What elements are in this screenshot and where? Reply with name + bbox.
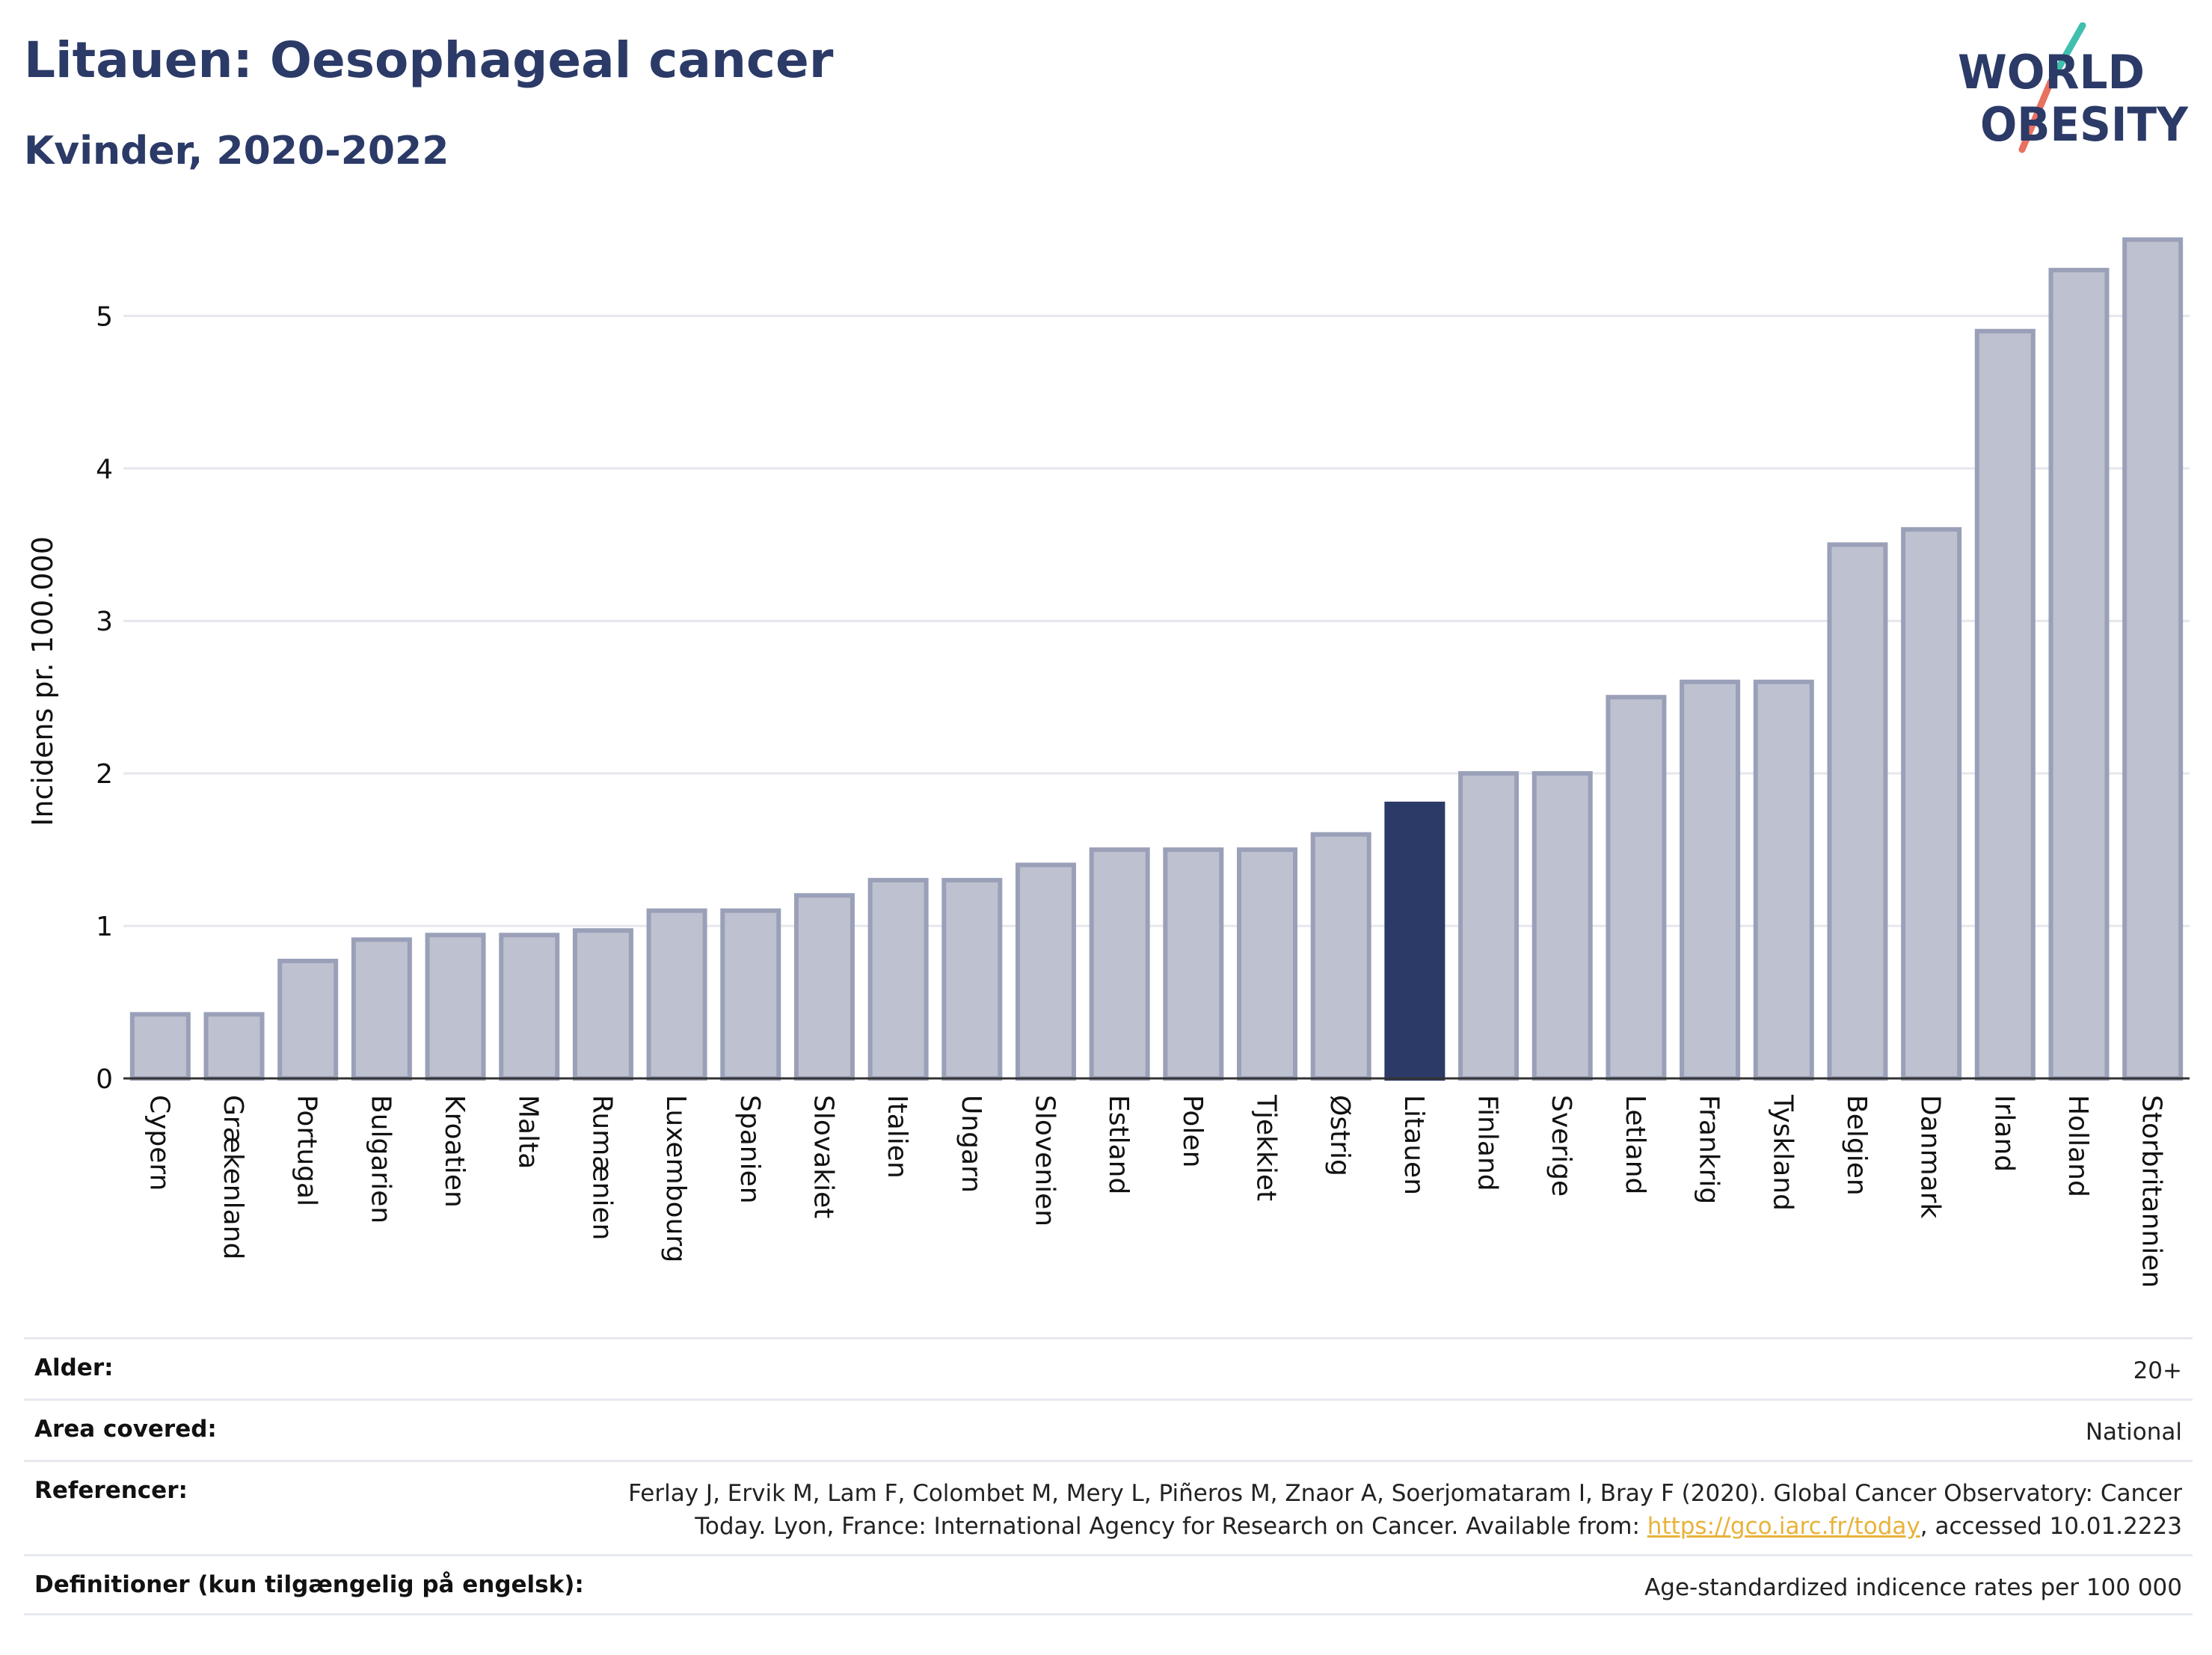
info-value-age: 20+ — [2133, 1357, 2182, 1384]
x-tick-label: Storbritannien — [2136, 1095, 2167, 1288]
x-tick-label: Grækenland — [218, 1095, 248, 1259]
bar-belgien — [1827, 542, 1888, 1081]
bar-tyskland — [1753, 679, 1814, 1081]
bar-spanien — [720, 908, 781, 1081]
bar-ungarn — [941, 877, 1003, 1081]
world-obesity-logo: WORLD OBESITY — [1958, 22, 2189, 153]
bar-slovenien — [1015, 862, 1076, 1081]
info-label-references: Referencer: — [34, 1477, 188, 1504]
x-tick-label: Irland — [1988, 1095, 2019, 1172]
info-label-area: Area covered: — [34, 1416, 217, 1443]
x-tick-label: Frankrig — [1694, 1095, 1724, 1204]
x-tick-label: Italien — [882, 1095, 912, 1179]
info-label-age: Alder: — [34, 1354, 114, 1381]
bar-kroatien — [425, 933, 486, 1081]
x-tick-label: Litauen — [1398, 1095, 1429, 1195]
reference-line2-pre: Today. Lyon, France: International Agenc… — [695, 1513, 1647, 1540]
x-tick-label: Danmark — [1915, 1095, 1946, 1219]
info-label-definitions: Definitioner (kun tilgængelig på engelsk… — [34, 1571, 584, 1598]
info-row-references: Referencer: Ferlay J, Ervik M, Lam F, Co… — [24, 1460, 2193, 1554]
x-tick-label: Polen — [1177, 1095, 1208, 1167]
y-tick-label: 1 — [96, 912, 113, 942]
reference-link[interactable]: https://gco.iarc.fr/today — [1647, 1513, 1920, 1540]
bar-cypern — [129, 1012, 191, 1081]
x-tick-label: Kroatien — [439, 1095, 470, 1208]
y-tick-labels: 0 1 2 3 4 5 — [96, 301, 113, 1095]
info-row-age: Alder: 20+ — [24, 1337, 2193, 1398]
x-tick-label: Bulgarien — [365, 1095, 396, 1223]
x-tick-label: Finland — [1472, 1095, 1503, 1191]
x-tick-label: Luxembourg — [660, 1095, 691, 1262]
y-tick-label: 5 — [96, 301, 113, 332]
info-row-definitions: Definitioner (kun tilgængelig på engelsk… — [24, 1554, 2193, 1615]
info-value-references: Ferlay J, Ervik M, Lam F, Colombet M, Me… — [628, 1477, 2182, 1543]
bar-slovakiet — [793, 893, 855, 1081]
x-tick-labels: Cypern Grækenland Portugal Bulgarien Kroatie… — [144, 1094, 2166, 1288]
bar-chart: 0 1 2 3 4 5 Cypern Grækenland Portugal Bulgarien… — [26, 237, 2190, 1288]
x-tick-label: Malta — [513, 1095, 544, 1169]
x-tick-label: Estland — [1103, 1095, 1134, 1194]
bar-letland — [1606, 695, 1667, 1081]
bar-danmark — [1901, 526, 1962, 1081]
bar-luxembourg — [646, 908, 707, 1081]
logo-slash-teal — [2047, 22, 2086, 86]
x-tick-label: Slovenien — [1029, 1095, 1060, 1226]
y-tick-label: 3 — [96, 607, 113, 637]
bar-østrig — [1310, 832, 1371, 1081]
x-tick-label: Østrig — [1324, 1095, 1355, 1176]
bar-bulgarien — [351, 937, 412, 1081]
bars — [129, 237, 2184, 1081]
bar-holland — [2048, 268, 2110, 1081]
x-tick-label: Letland — [1620, 1095, 1650, 1194]
y-tick-label: 0 — [96, 1064, 113, 1095]
x-tick-label: Slovakiet — [808, 1095, 838, 1218]
bar-polen — [1163, 847, 1224, 1081]
y-axis-title: Incidens pr. 100.000 — [26, 536, 59, 826]
bar-grækenland — [203, 1012, 265, 1081]
x-tick-label: Cypern — [144, 1095, 174, 1191]
x-tick-label: Spanien — [734, 1095, 765, 1204]
bar-tjekkiet — [1237, 847, 1298, 1081]
reference-line2-post: , accessed 10.01.2223 — [1920, 1513, 2182, 1540]
x-tick-label: Tjekkiet — [1251, 1094, 1282, 1201]
info-row-area: Area covered: National — [24, 1398, 2193, 1460]
bar-sverige — [1531, 771, 1593, 1081]
info-value-definitions: Age-standardized indicence rates per 100… — [1644, 1574, 2182, 1601]
x-tick-label: Ungarn — [956, 1095, 986, 1193]
bar-finland — [1458, 771, 1520, 1081]
logo-slash-coral — [2018, 79, 2054, 153]
bar-litauen — [1384, 801, 1446, 1081]
y-tick-label: 4 — [96, 454, 113, 485]
logo-line2: OBESITY — [1980, 97, 2189, 152]
bar-frankrig — [1680, 679, 1741, 1081]
x-tick-label: Sverige — [1546, 1095, 1576, 1197]
info-value-area: National — [2085, 1419, 2182, 1446]
reference-line1: Ferlay J, Ervik M, Lam F, Colombet M, Me… — [628, 1480, 2182, 1507]
bar-rumænien — [572, 928, 633, 1081]
y-tick-label: 2 — [96, 759, 113, 790]
bar-italien — [867, 877, 929, 1081]
x-tick-label: Belgien — [1841, 1095, 1872, 1196]
x-tick-label: Tyskland — [1767, 1094, 1798, 1211]
bar-portugal — [277, 958, 339, 1081]
info-table: Alder: 20+ Area covered: National Refere… — [24, 1337, 2193, 1615]
bar-storbritannien — [2122, 237, 2184, 1081]
bar-irland — [1974, 328, 2036, 1081]
x-tick-label: Portugal — [292, 1095, 322, 1206]
x-tick-label: Rumænien — [586, 1095, 617, 1240]
bar-estland — [1089, 847, 1150, 1081]
bar-malta — [499, 933, 560, 1081]
x-tick-label: Holland — [2062, 1095, 2093, 1197]
page-title: Litauen: Oesophageal cancer — [24, 31, 834, 89]
page-subtitle: Kvinder, 2020-2022 — [24, 129, 449, 174]
logo-line1: WORLD — [1958, 45, 2145, 99]
